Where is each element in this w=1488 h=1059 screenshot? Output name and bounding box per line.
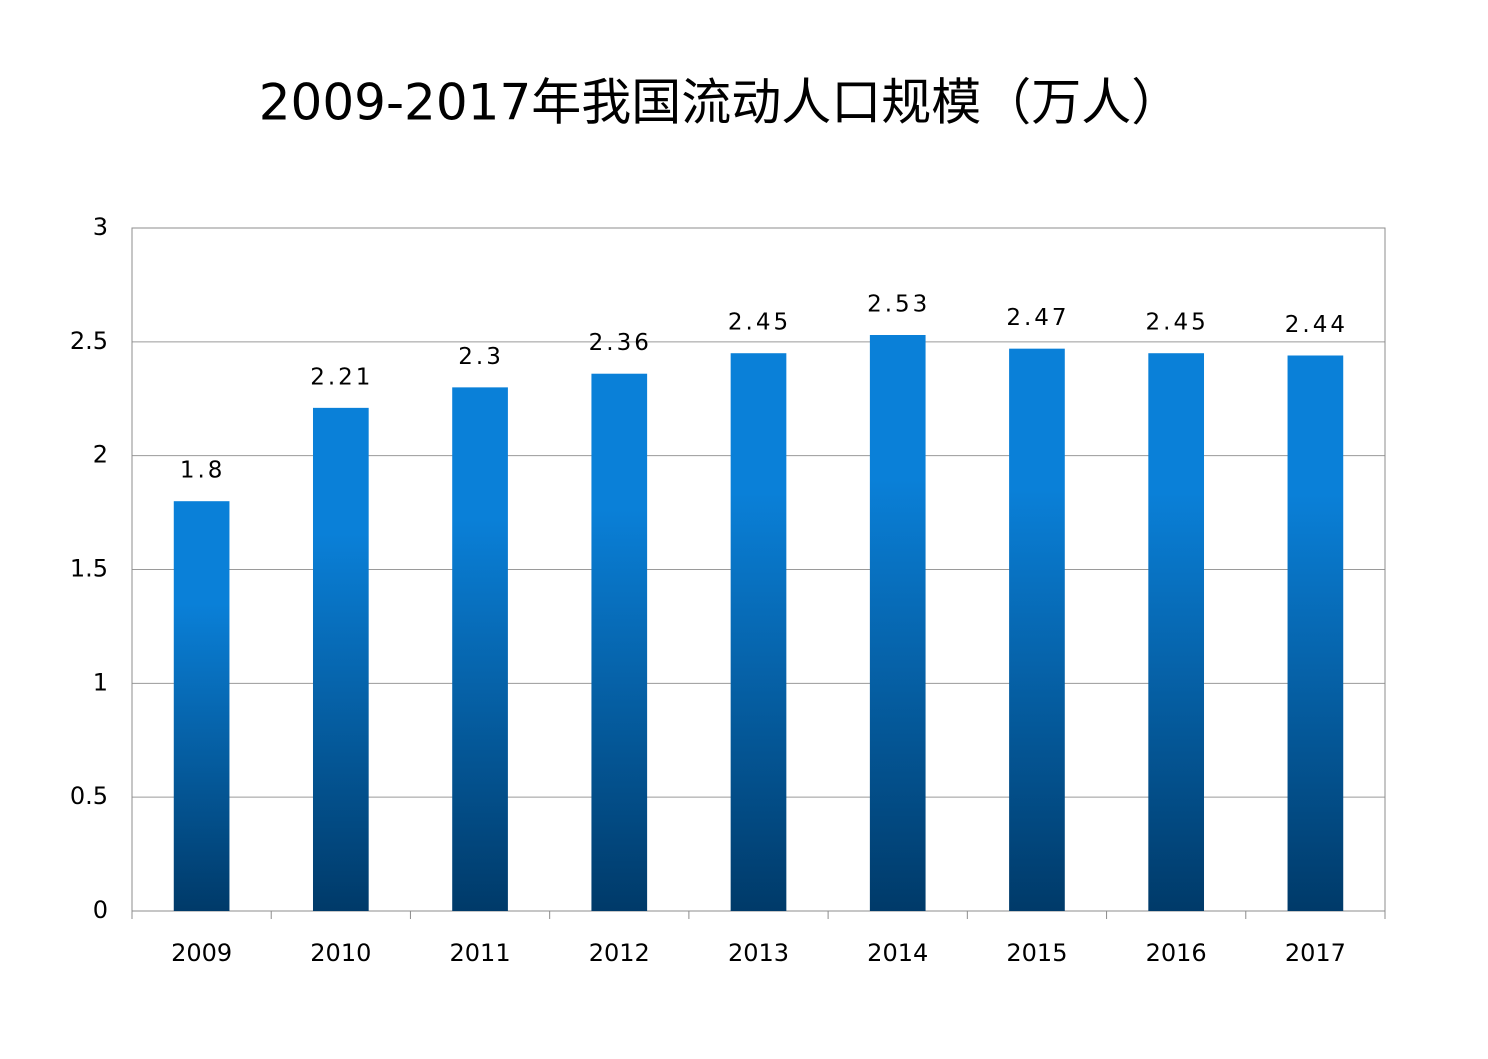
- bar: [591, 373, 648, 911]
- value-label: 2.45: [728, 310, 791, 336]
- y-tick-label: 3: [93, 213, 108, 241]
- x-tick-label: 2014: [867, 939, 928, 967]
- x-tick-label: 2017: [1285, 939, 1346, 967]
- x-tick-label: 2011: [450, 939, 511, 967]
- bar: [1148, 353, 1205, 911]
- bar: [452, 387, 508, 911]
- value-label: 1.8: [180, 458, 226, 484]
- value-label: 2.3: [458, 344, 504, 370]
- bar: [1009, 348, 1065, 911]
- x-tick-label: 2012: [589, 939, 650, 967]
- value-label: 2.36: [589, 330, 652, 356]
- y-tick-label: 0.5: [70, 782, 108, 810]
- x-tick-label: 2013: [728, 939, 789, 967]
- value-label: 2.45: [1146, 310, 1209, 336]
- value-label: 2.47: [1006, 305, 1069, 331]
- y-tick-label: 0: [93, 896, 108, 924]
- x-tick-label: 2009: [171, 939, 232, 967]
- value-label: 2.44: [1285, 312, 1348, 338]
- x-tick-label: 2015: [1006, 939, 1067, 967]
- y-tick-label: 1: [93, 668, 108, 696]
- x-tick-label: 2010: [310, 939, 371, 967]
- bar: [173, 501, 230, 911]
- y-tick-label: 2.5: [70, 327, 108, 355]
- bar: [1287, 355, 1344, 911]
- bar: [312, 407, 369, 911]
- bar: [869, 335, 926, 912]
- y-tick-label: 1.5: [70, 555, 108, 583]
- value-label: 2.53: [867, 292, 930, 318]
- x-tick-label: 2016: [1146, 939, 1207, 967]
- chart-title: 2009-2017年我国流动人口规模（万人）: [259, 74, 1182, 132]
- y-tick-label: 2: [93, 441, 108, 469]
- bar: [730, 353, 787, 911]
- value-label: 2.21: [310, 364, 373, 390]
